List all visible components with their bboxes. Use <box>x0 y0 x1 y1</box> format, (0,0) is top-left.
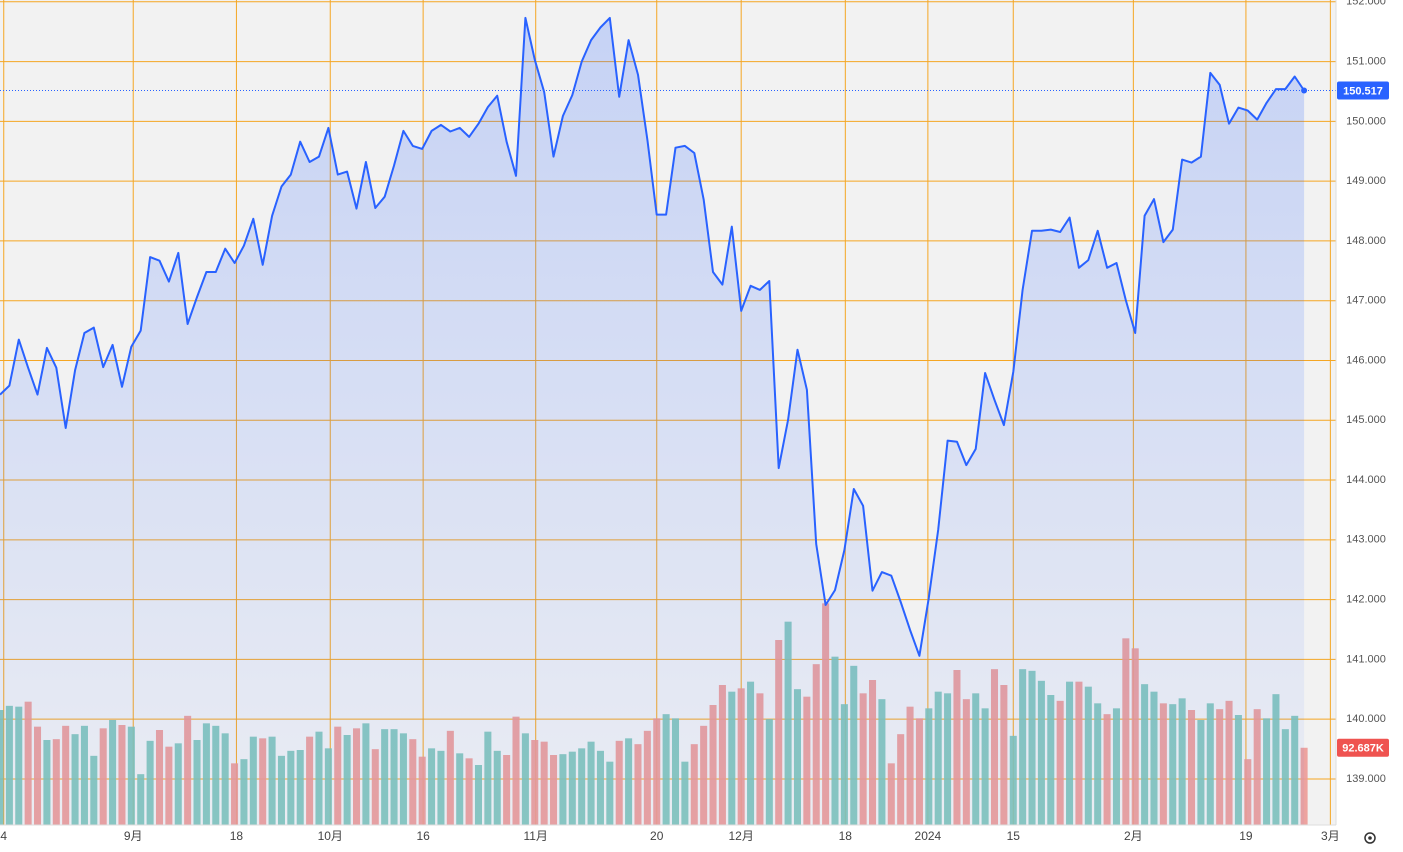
x-tick-label: 2月 <box>1124 829 1143 843</box>
volume-label-box <box>1337 738 1389 757</box>
x-tick-label: 20 <box>650 829 664 843</box>
settings-icon-ring[interactable] <box>1364 832 1376 844</box>
settings-icon[interactable] <box>1364 832 1376 844</box>
x-tick-label: 18 <box>839 829 853 843</box>
y-tick-label: 145.000 <box>1346 414 1386 426</box>
y-tick-label: 139.000 <box>1346 773 1386 785</box>
y-tick-label: 140.000 <box>1346 713 1386 725</box>
price-line <box>0 16 1305 657</box>
x-tick-label: 15 <box>1007 829 1021 843</box>
price-axis <box>1336 0 1403 852</box>
y-tick-label: 142.000 <box>1346 594 1386 606</box>
y-tick-label: 141.000 <box>1346 653 1386 665</box>
x-tick-label: 3月 <box>1321 829 1340 843</box>
y-tick-label: 148.000 <box>1346 235 1386 247</box>
y-tick-label: 150.000 <box>1346 115 1386 127</box>
time-axis <box>0 825 1403 852</box>
volume-label: 92.687K <box>1342 743 1384 755</box>
x-tick-label: 19 <box>1239 829 1253 843</box>
x-tick-label: 2024 <box>915 829 942 843</box>
volume-bar <box>1300 747 1308 825</box>
y-tick-label: 144.000 <box>1346 474 1386 486</box>
x-tick-label: 16 <box>416 829 430 843</box>
x-tick-label: 18 <box>230 829 244 843</box>
x-tick-label: 9月 <box>124 829 143 843</box>
area-fill <box>0 17 1305 825</box>
y-tick-label: 149.000 <box>1346 175 1386 187</box>
x-tick-label: 11月 <box>523 829 547 843</box>
last-price-box <box>1337 81 1389 100</box>
settings-icon-dot[interactable] <box>1368 836 1372 840</box>
last-price-label: 150.517 <box>1343 85 1383 97</box>
y-tick-label: 152.000 <box>1346 0 1386 8</box>
y-tick-label: 143.000 <box>1346 534 1386 546</box>
x-tick-label: 4 <box>0 829 7 843</box>
y-tick-label: 146.000 <box>1346 354 1386 366</box>
x-tick-label: 10月 <box>318 829 343 843</box>
last-point <box>1301 87 1308 94</box>
y-tick-label: 151.000 <box>1346 55 1386 67</box>
x-tick-label: 12月 <box>729 829 754 843</box>
y-tick-label: 147.000 <box>1346 295 1386 307</box>
